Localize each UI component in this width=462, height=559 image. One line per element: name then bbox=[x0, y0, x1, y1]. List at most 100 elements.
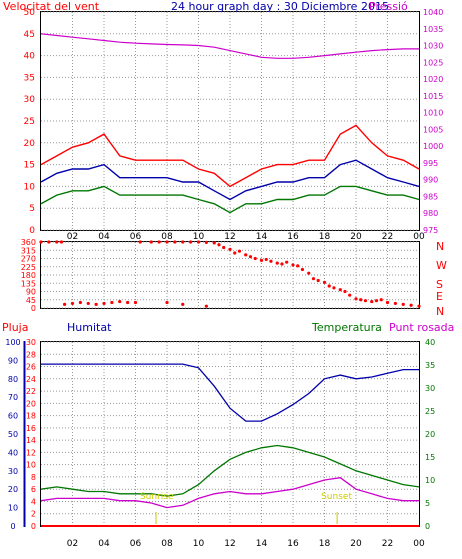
direction-point bbox=[264, 257, 268, 262]
x-tick-label: 14 bbox=[256, 539, 268, 549]
x-tick-label: 08 bbox=[161, 539, 173, 549]
y-tick-pressure: 1025 bbox=[423, 58, 443, 67]
x-tick-label: 02 bbox=[67, 232, 78, 242]
y-tick-pressure: 980 bbox=[423, 209, 438, 218]
y-tick-humidity: 40 bbox=[8, 448, 18, 457]
direction-point bbox=[327, 284, 331, 288]
direction-point bbox=[228, 247, 232, 251]
direction-point bbox=[285, 260, 289, 264]
y-tick-temperature: 30 bbox=[425, 384, 435, 393]
y-tick-temperature: 25 bbox=[425, 407, 435, 416]
y-tick-wind: 20 bbox=[24, 139, 36, 149]
direction-point bbox=[59, 240, 64, 244]
x-tick-label: 14 bbox=[256, 232, 268, 242]
y-tick-temperature: 35 bbox=[425, 361, 435, 370]
y-tick-rain: 10 bbox=[26, 461, 36, 470]
y-tick-direction: 135 bbox=[21, 279, 36, 288]
y-tick-humidity: 60 bbox=[8, 412, 18, 421]
y-tick-rain: 6 bbox=[31, 485, 36, 494]
y-tick-humidity: 80 bbox=[8, 375, 18, 384]
direction-points bbox=[39, 240, 421, 308]
y-tick-rain: 26 bbox=[26, 363, 36, 372]
series-low bbox=[40, 185, 420, 214]
direction-point bbox=[275, 261, 279, 265]
y-tick-pressure: 1035 bbox=[423, 25, 443, 34]
x-tick-label: 06 bbox=[130, 539, 142, 549]
y-tick-wind: 15 bbox=[24, 161, 35, 171]
direction-point bbox=[322, 280, 327, 284]
direction-point bbox=[307, 271, 311, 275]
y-tick-wind: 0 bbox=[29, 226, 35, 236]
direction-point bbox=[157, 240, 161, 244]
x-tick-label: 20 bbox=[350, 232, 362, 242]
y-tick-humidity: 10 bbox=[8, 504, 18, 513]
series-humidity bbox=[41, 363, 419, 422]
direction-point bbox=[348, 293, 352, 297]
direction-letter-n-top: N bbox=[436, 240, 444, 253]
y-tick-pressure: 995 bbox=[423, 159, 438, 168]
y-tick-pressure: 1020 bbox=[423, 75, 443, 84]
direction-letter-e: E bbox=[436, 290, 443, 303]
direction-point bbox=[63, 302, 67, 306]
y-tick-rain: 14 bbox=[26, 436, 36, 445]
y-tick-humidity: 20 bbox=[8, 485, 18, 494]
direction-point bbox=[379, 298, 383, 302]
x-tick-label: 00 bbox=[413, 232, 425, 242]
y-tick-direction: 45 bbox=[26, 296, 36, 305]
x-tick-label: 20 bbox=[350, 539, 362, 549]
direction-point bbox=[204, 240, 208, 244]
direction-point bbox=[165, 240, 169, 244]
direction-point bbox=[78, 300, 82, 305]
direction-point bbox=[94, 302, 98, 306]
y-tick-wind: 45 bbox=[24, 30, 35, 40]
y-tick-pressure: 985 bbox=[423, 192, 438, 201]
y-tick-pressure: 1005 bbox=[423, 125, 443, 134]
direction-point bbox=[70, 301, 75, 306]
y-tick-rain: 22 bbox=[26, 387, 36, 396]
y-tick-pressure: 990 bbox=[423, 176, 438, 185]
y-tick-humidity: 0 bbox=[10, 522, 15, 531]
direction-point bbox=[189, 240, 193, 244]
direction-point bbox=[359, 298, 363, 302]
y-tick-wind: 40 bbox=[24, 52, 36, 62]
direction-point bbox=[248, 255, 253, 259]
y-tick-rain: 16 bbox=[26, 424, 36, 433]
series-gust bbox=[40, 124, 420, 188]
x-tick-label: 12 bbox=[224, 232, 235, 242]
direction-point bbox=[417, 304, 421, 308]
direction-point bbox=[149, 240, 153, 244]
dewpoint-label: Punt rosada bbox=[389, 321, 454, 334]
y-tick-direction: 180 bbox=[21, 271, 36, 280]
humidity-label: Humitat bbox=[67, 321, 112, 334]
direction-point bbox=[39, 240, 43, 244]
x-tick-label: 18 bbox=[319, 232, 331, 242]
x-tick-label: 18 bbox=[319, 539, 331, 549]
series-temperature bbox=[40, 444, 420, 497]
direction-point bbox=[102, 301, 106, 306]
direction-point bbox=[204, 304, 208, 308]
y-tick-pressure: 1010 bbox=[423, 109, 443, 118]
x-tick-label: 16 bbox=[287, 539, 299, 549]
direction-point bbox=[86, 301, 90, 306]
series-pressure bbox=[40, 33, 419, 59]
y-tick-pressure: 975 bbox=[423, 226, 438, 235]
direction-point bbox=[55, 240, 59, 244]
direction-point bbox=[165, 300, 169, 305]
y-tick-rain: 2 bbox=[31, 510, 36, 519]
sunrise-label: Sunrise bbox=[140, 492, 174, 502]
direction-point bbox=[401, 302, 405, 306]
direction-point bbox=[217, 243, 221, 247]
x-tick-label: 16 bbox=[287, 232, 299, 242]
x-tick-label: 12 bbox=[224, 539, 235, 549]
direction-point bbox=[196, 240, 201, 244]
x-tick-label: 02 bbox=[67, 539, 78, 549]
direction-point bbox=[316, 278, 320, 283]
direction-point bbox=[133, 300, 138, 305]
y-tick-humidity: 90 bbox=[8, 356, 18, 365]
direction-point bbox=[385, 300, 390, 305]
y-tick-temperature: 5 bbox=[425, 499, 430, 508]
series-average bbox=[40, 159, 420, 201]
